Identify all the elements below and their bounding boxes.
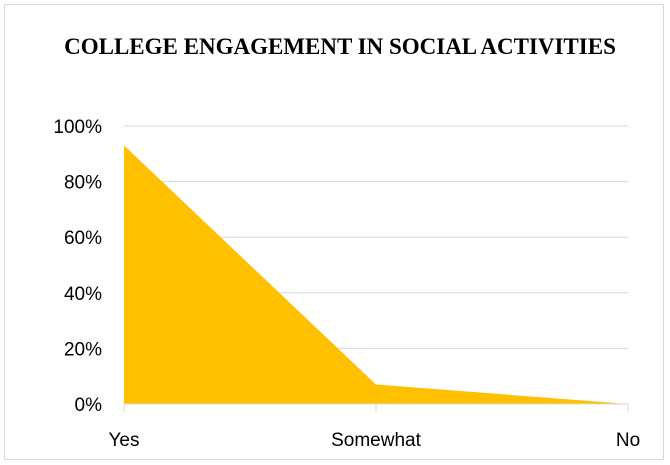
area-series — [124, 145, 628, 404]
y-tick-labels: 0% 20% 40% 60% 80% 100% — [53, 117, 102, 416]
y-tick-label: 0% — [75, 395, 103, 416]
series-area — [124, 145, 628, 404]
y-tick-label: 20% — [64, 339, 102, 360]
x-tick-label: No — [616, 430, 640, 451]
x-axis — [123, 403, 629, 412]
y-tick-label: 100% — [53, 117, 102, 138]
y-tick-label: 60% — [64, 228, 102, 249]
y-tick-label: 80% — [64, 173, 102, 194]
chart-title: COLLEGE ENGAGEMENT IN SOCIAL ACTIVITIES — [64, 34, 616, 59]
x-tick-label: Somewhat — [331, 430, 421, 451]
x-tick-labels: Yes Somewhat No — [109, 430, 641, 451]
y-tick-label: 40% — [64, 284, 102, 305]
x-tick-label: Yes — [109, 430, 140, 451]
